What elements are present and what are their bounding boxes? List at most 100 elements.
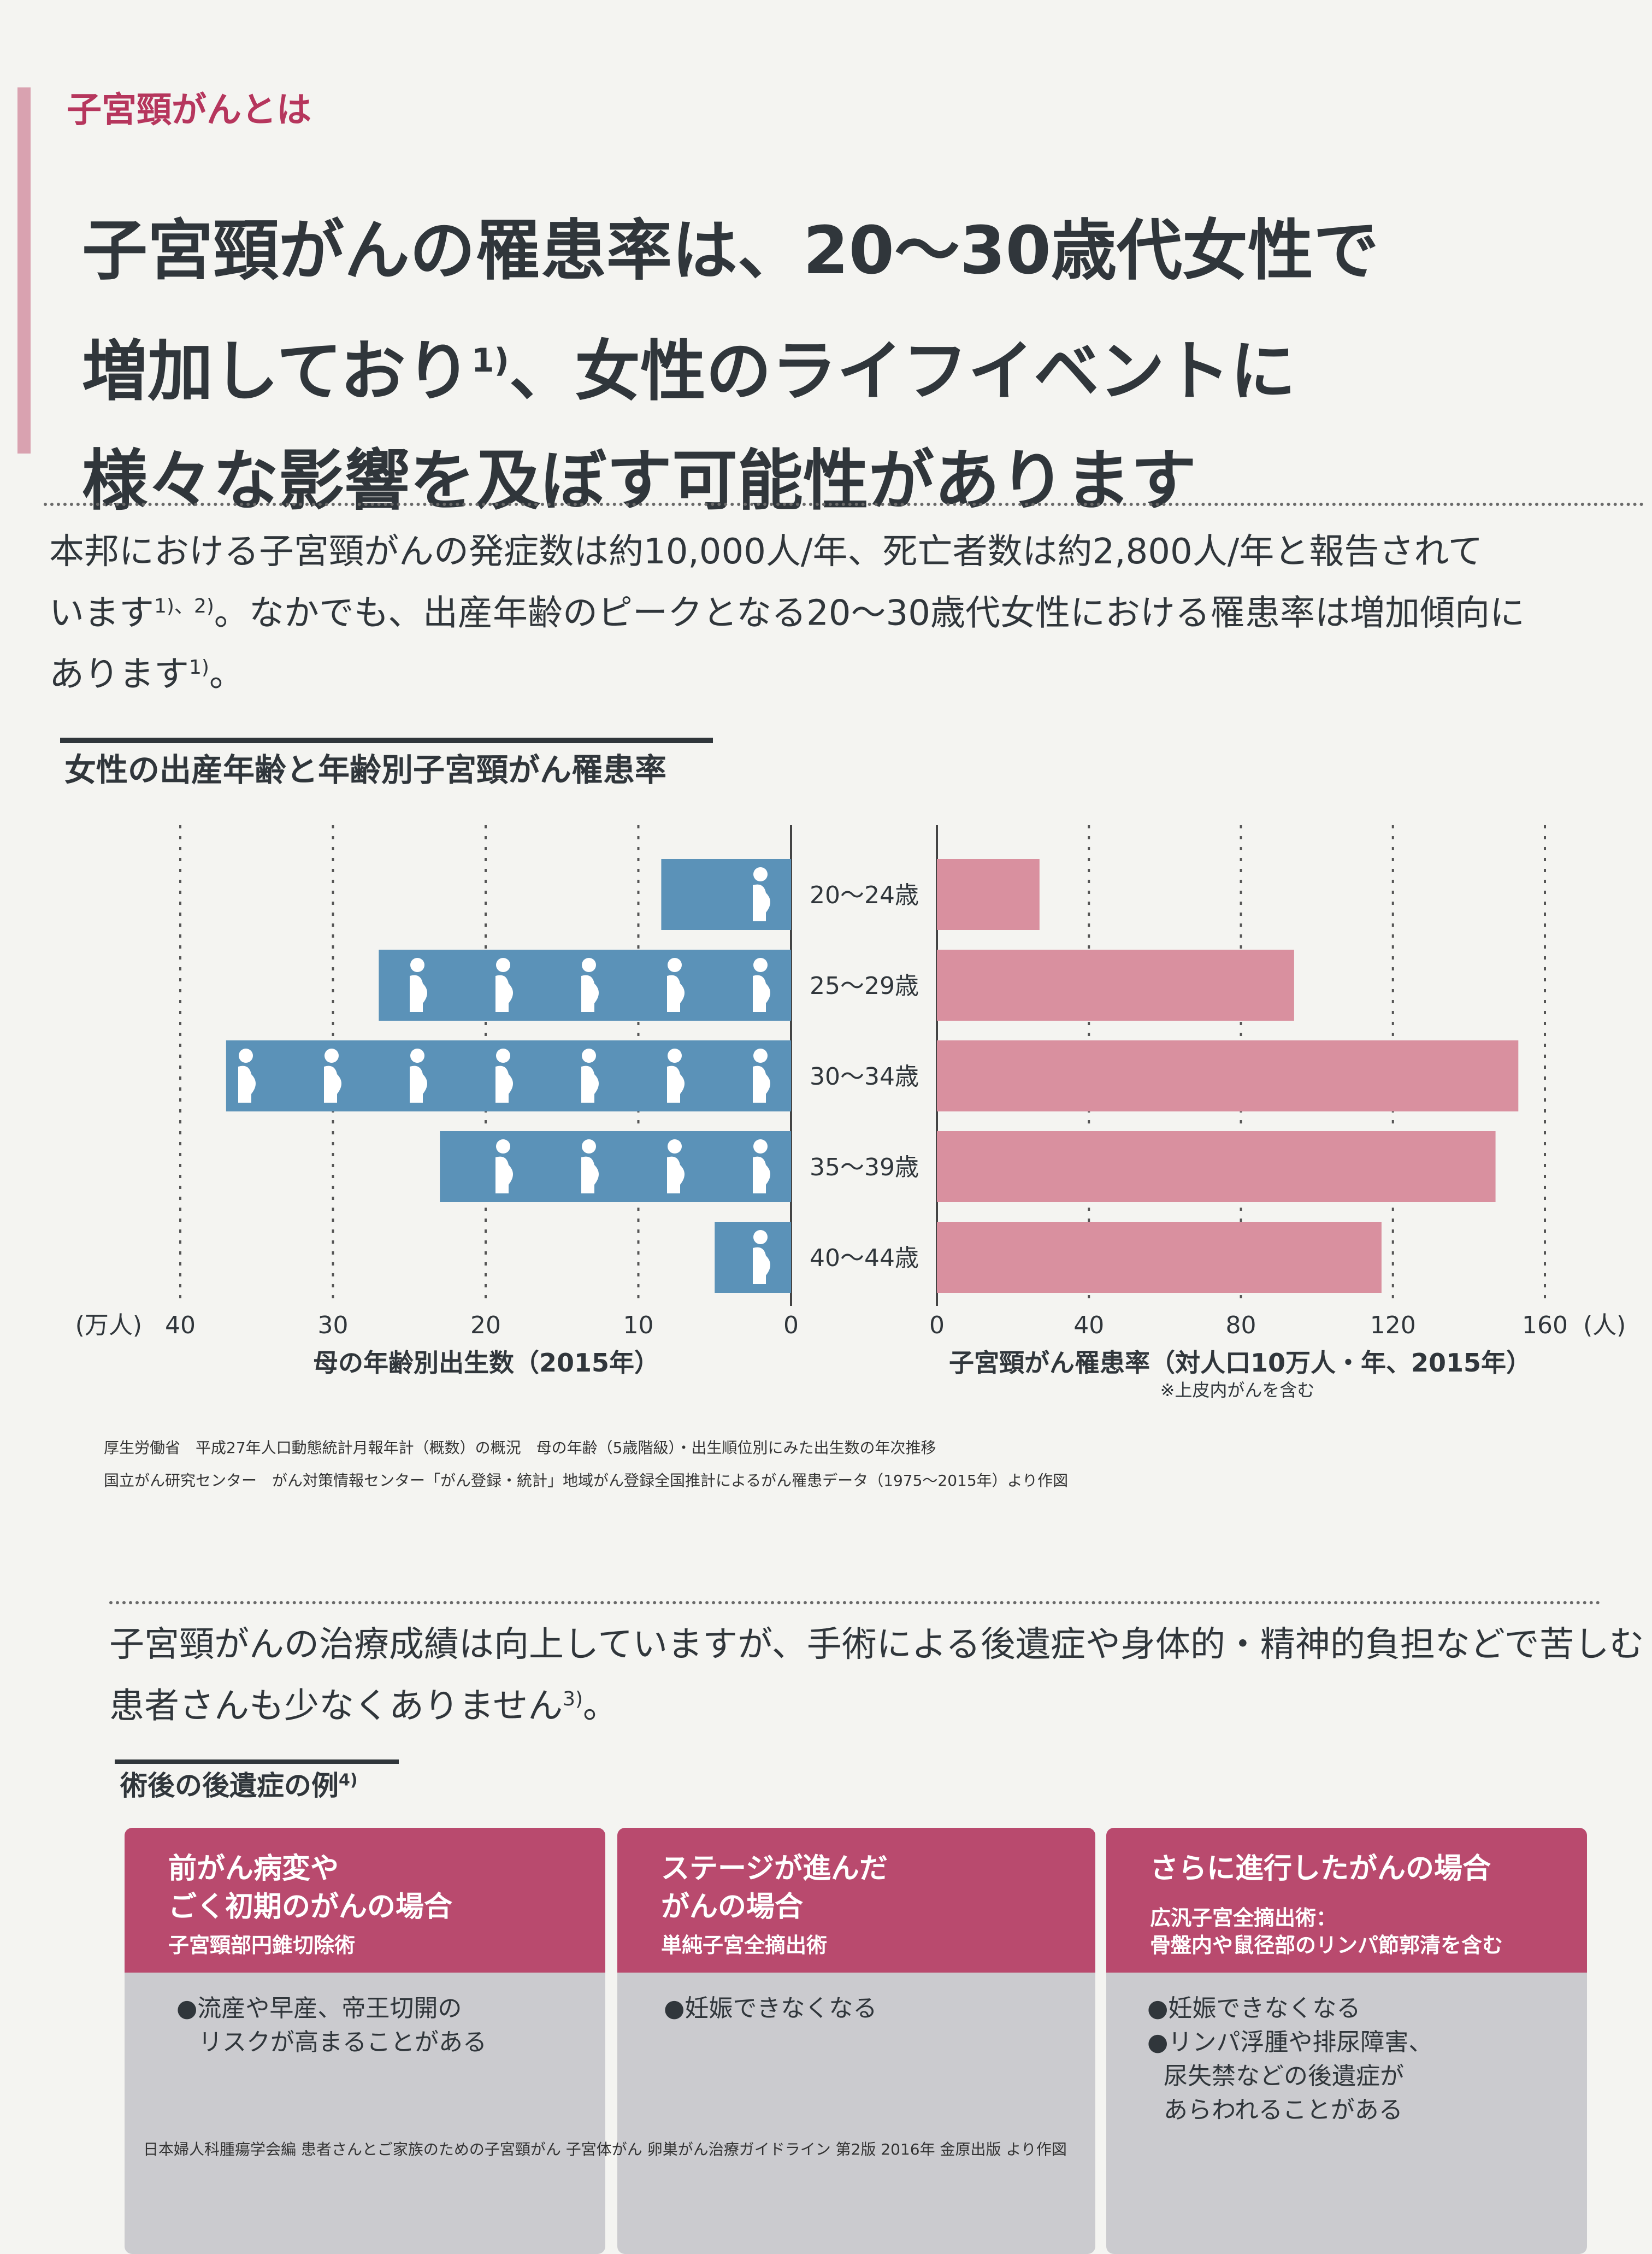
card-procedure: 子宮頸部円錐切除術 [168, 1933, 356, 1957]
card-body: ●妊娠できなくなる ●リンパ浮腫や排尿障害、 尿失禁などの後遺症が あらわれるこ… [1106, 1973, 1587, 2254]
divider [44, 503, 1644, 506]
incidence-bar [937, 1040, 1519, 1111]
pregnant-woman-icon [753, 1066, 770, 1103]
pregnant-woman-icon [582, 1049, 596, 1063]
headline-line-1: 子宮頸がんの罹患率は、20～30歳代女性で [82, 213, 1379, 289]
pregnant-woman-icon [496, 1139, 510, 1154]
card-procedure: 単純子宮全摘出術 [661, 1933, 828, 1957]
right-tick-label: 0 [929, 1311, 945, 1339]
birth-bar [440, 1131, 791, 1202]
pregnant-woman-icon [496, 1049, 510, 1063]
sequelae-card-conization: 前がん病変や ごく初期のがんの場合 子宮頸部円錐切除術 ●流産や早産、帝王切開の… [125, 1828, 605, 2254]
chart-title-rule [60, 738, 713, 743]
left-tick-label: 20 [470, 1311, 501, 1339]
right-tick-label: 80 [1226, 1311, 1256, 1339]
left-tick-label: 10 [623, 1311, 654, 1339]
card-header: ステージが進んだ がんの場合 単純子宮全摘出術 [617, 1828, 1095, 1973]
treatment-line-2: 患者さんも少なくありません3)。 [109, 1672, 1644, 1733]
incidence-bar [937, 1131, 1496, 1202]
pregnant-woman-icon [753, 1230, 768, 1244]
card-procedure: 骨盤内や鼠径部のリンパ節郭清を含む [1150, 1933, 1503, 1957]
sequelae-card-simple-hysterectomy: ステージが進んだ がんの場合 単純子宮全摘出術 ●妊娠できなくなる [617, 1828, 1095, 2254]
pregnant-woman-icon [582, 1139, 596, 1154]
pregnant-woman-icon [753, 867, 768, 881]
pregnant-woman-icon [496, 958, 510, 972]
pregnant-woman-icon [753, 1049, 768, 1063]
card-header: 前がん病変や ごく初期のがんの場合 子宮頸部円錐切除術 [125, 1828, 605, 1973]
pregnant-woman-icon [410, 1066, 427, 1103]
intro-text: 。なかでも、出産年齢のピークとなる20～30歳代女性における罹患率は増加傾向に [214, 593, 1525, 634]
pregnant-woman-icon [410, 975, 427, 1012]
left-tick-label: 30 [318, 1311, 349, 1339]
card-title: ステージが進んだ [661, 1852, 888, 1885]
pregnant-woman-icon [753, 975, 770, 1012]
pregnant-woman-icon [495, 975, 513, 1012]
chart-title: 女性の出産年齢と年齢別子宮頸がん罹患率 [64, 751, 667, 788]
sequelae-title: 術後の後遺症の例4) [120, 1764, 358, 1803]
pregnant-woman-icon [668, 1139, 682, 1154]
intro-text: います [49, 593, 154, 634]
pregnant-woman-icon [668, 958, 682, 972]
chart-source-2: 国立がん研究センター がん対策情報センター「がん登録・統計」地域がん登録全国推計… [104, 1472, 1069, 1490]
treatment-text: 患者さんも少なくありません [109, 1686, 563, 1727]
sequelae-card-radical-hysterectomy: さらに進行したがんの場合 広汎子宮全摘出術： 骨盤内や鼠径部のリンパ節郭清を含む… [1106, 1828, 1587, 2254]
sequelae-source: 日本婦人科腫瘍学会編 患者さんとご家族のための子宮頸がん 子宮体がん 卵巣がん治… [143, 2140, 1067, 2158]
right-tick-label: 160 [1522, 1311, 1568, 1339]
pregnant-woman-icon [238, 1066, 256, 1103]
pregnant-woman-icon [581, 1066, 599, 1103]
card-item: ●リンパ浮腫や排尿障害、 [1147, 2028, 1433, 2056]
left-unit-label: (万人) [75, 1311, 142, 1339]
section-label: 子宮頸がんとは [67, 90, 311, 131]
divider [109, 1601, 1601, 1604]
footnote-ref: 1) [471, 342, 509, 380]
left-tick-label: 0 [783, 1311, 799, 1339]
card-title: がんの場合 [661, 1891, 804, 1923]
card-item: ●妊娠できなくなる [664, 1994, 877, 2022]
pregnant-woman-icon [581, 975, 599, 1012]
treatment-line-1: 子宮頸がんの治療成績は向上していますが、手術による後遺症や身体的・精神的負担など… [109, 1625, 1644, 1665]
sequelae-title-text: 術後の後遺症の例 [120, 1770, 339, 1802]
incidence-bar [937, 859, 1040, 930]
sequelae-title-rule [115, 1759, 399, 1764]
incidence-bar [937, 1222, 1382, 1293]
pregnant-woman-icon [239, 1049, 253, 1063]
incidence-bar [937, 950, 1294, 1021]
age-group-label: 30～34歳 [810, 1063, 919, 1091]
treatment-paragraph: 子宮頸がんの治療成績は向上していますが、手術による後遺症や身体的・精神的負担など… [109, 1617, 1644, 1733]
pregnant-woman-icon [667, 1066, 685, 1103]
card-item: あらわれることがある [1164, 2096, 1403, 2124]
card-item: リスクが高まることがある [198, 2028, 487, 2056]
card-title: 前がん病変や [168, 1852, 339, 1885]
accent-bar [17, 87, 31, 454]
card-procedure: 広汎子宮全摘出術： [1150, 1906, 1337, 1930]
intro-line-2: います1)、2)。なかでも、出産年齢のピークとなる20～30歳代女性における罹患… [49, 579, 1525, 640]
pregnant-woman-icon [410, 958, 424, 972]
treatment-text: 。 [583, 1686, 618, 1727]
left-tick-label: 40 [165, 1311, 196, 1339]
headline-line-3: 様々な影響を及ぼす可能性があります [82, 443, 1196, 519]
card-item: 尿失禁などの後遺症が [1164, 2062, 1404, 2090]
headline-text: 増加しており [82, 334, 471, 410]
pregnant-woman-icon [495, 1156, 513, 1193]
headline-line-2: 増加しており1)、女性のライフイベントに [82, 306, 1379, 427]
age-group-label: 20～24歳 [810, 881, 919, 909]
pregnant-woman-icon [667, 975, 685, 1012]
intro-line-1: 本邦における子宮頸がんの発症数は約10,000人/年、死亡者数は約2,800人/… [49, 532, 1483, 572]
intro-paragraph: 本邦における子宮頸がんの発症数は約10,000人/年、死亡者数は約2,800人/… [49, 525, 1525, 702]
footnote-ref: 4) [339, 1770, 358, 1790]
intro-text: 。 [209, 654, 244, 695]
card-title: ごく初期のがんの場合 [168, 1891, 453, 1923]
footnote-ref: 1) [189, 656, 209, 679]
pregnant-woman-icon [324, 1066, 341, 1103]
chart-note: ※上皮内がんを含む [1160, 1380, 1315, 1400]
pregnant-woman-icon [668, 1049, 682, 1063]
page-title: 子宮頸がんの罹患率は、20～30歳代女性で 増加しており1)、女性のライフイベン… [82, 197, 1379, 536]
pregnant-woman-icon [582, 958, 596, 972]
intro-text: あります [49, 654, 189, 695]
headline-text: 、女性のライフイベントに [509, 334, 1296, 410]
pregnant-woman-icon [324, 1049, 339, 1063]
card-header: さらに進行したがんの場合 広汎子宮全摘出術： 骨盤内や鼠径部のリンパ節郭清を含む [1106, 1828, 1587, 1973]
left-axis-title: 母の年齢別出生数（2015年） [313, 1348, 659, 1378]
age-group-label: 40～44歳 [810, 1244, 919, 1272]
pregnant-woman-icon [410, 1049, 424, 1063]
